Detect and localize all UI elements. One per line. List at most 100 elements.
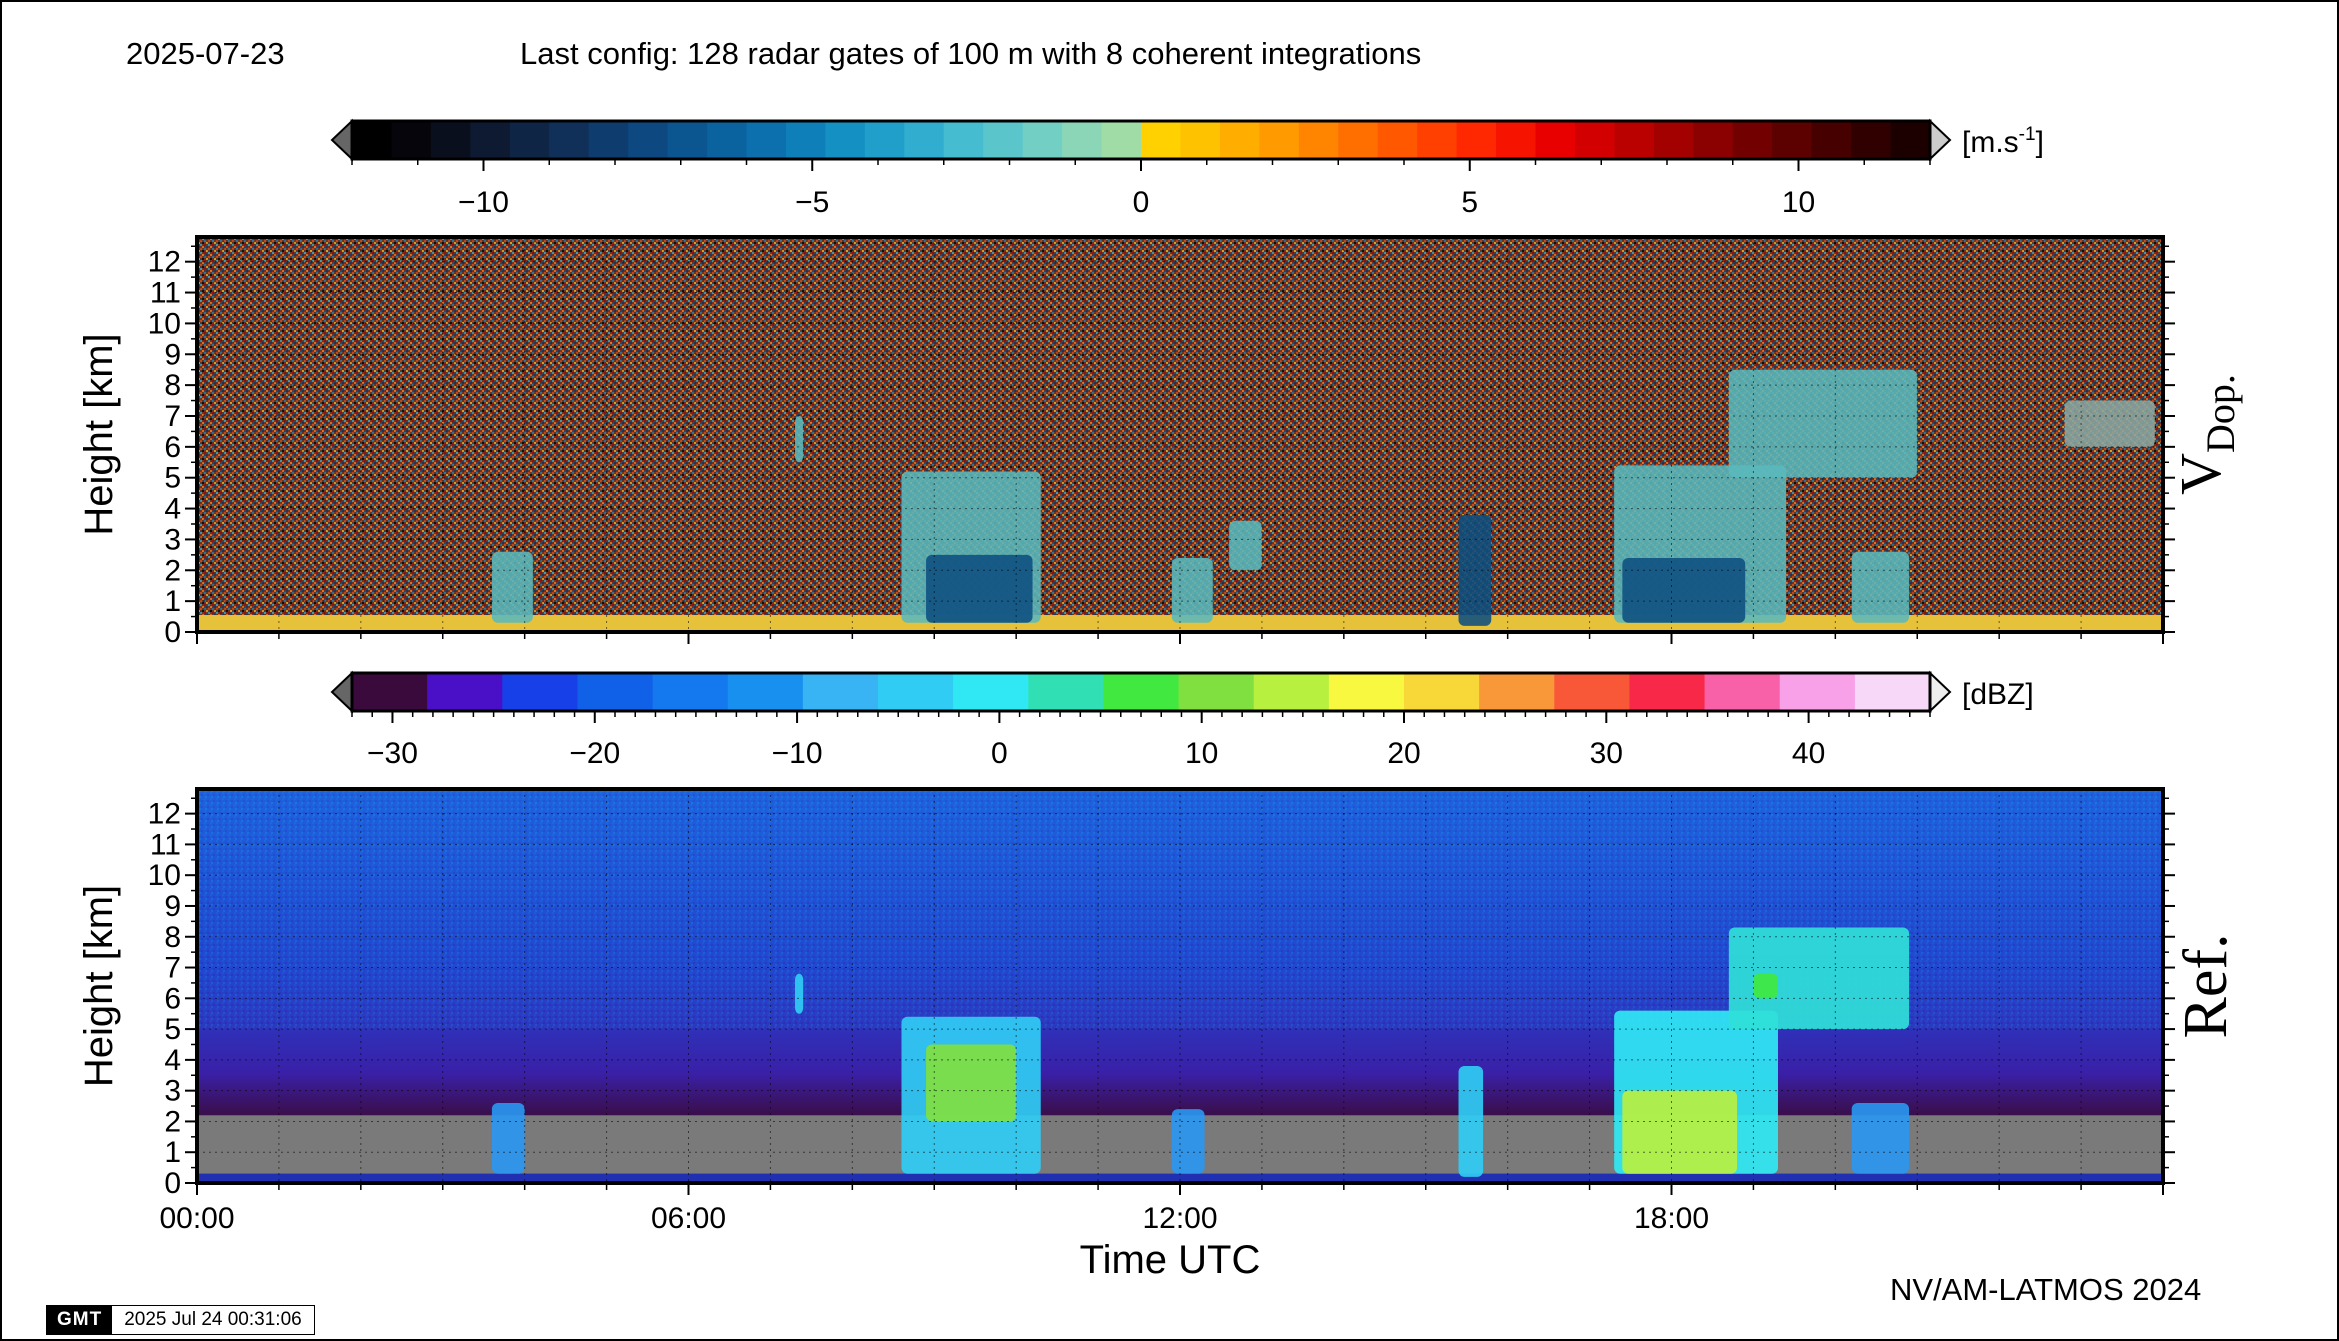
colorbar-swatch: [427, 673, 503, 711]
colorbar-swatch: [1693, 121, 1734, 159]
y-tick-label: 4: [164, 493, 181, 526]
echo-region: [2064, 400, 2155, 447]
echo-region: [491, 1102, 525, 1174]
colorbar-swatch: [707, 121, 748, 159]
colorbar-tick-label: 10: [1782, 186, 1815, 219]
colorbar-swatch: [470, 121, 511, 159]
y-tick-label: 0: [164, 616, 181, 649]
colorbar-swatch: [1811, 121, 1852, 159]
colorbar-tick-label: −5: [795, 186, 829, 219]
colorbar-swatch: [1456, 121, 1497, 159]
y-tick-label: 3: [164, 523, 181, 556]
y-tick-label: 7: [164, 952, 181, 985]
y-tick-label: 5: [164, 462, 181, 495]
colorbar-swatch: [1890, 121, 1931, 159]
gmt-logo: GMT: [47, 1306, 113, 1334]
colorbar-swatch: [430, 121, 471, 159]
y-tick-label: 3: [164, 1075, 181, 1108]
y-tick-label: 9: [164, 338, 181, 371]
colorbar-tick-label: 40: [1792, 737, 1825, 770]
colorbar-tick-label: −10: [458, 186, 509, 219]
echo-region: [1458, 514, 1492, 626]
colorbar-swatch: [1219, 121, 1260, 159]
colorbar-tick-label: −10: [772, 737, 823, 770]
colorbar-swatch: [1629, 673, 1706, 711]
doppler-colorbar: −10 −5 0 5 10 [m.s-1]: [330, 118, 2044, 219]
colorbar-swatch: [1028, 673, 1105, 711]
colorbar-swatch: [1479, 673, 1555, 711]
colorbar-swatch: [628, 121, 669, 159]
colorbar-swatch: [878, 673, 954, 711]
colorbar-swatch: [1101, 121, 1142, 159]
colorbar-swatch: [727, 673, 804, 711]
echo-region: [1753, 973, 1778, 999]
y-tick-label: 11: [150, 277, 181, 310]
colorbar-swatch: [1574, 121, 1615, 159]
colorbar-swatch: [652, 673, 729, 711]
colorbar-under-triangle: [330, 118, 353, 162]
ground-layer: [197, 1173, 2163, 1183]
echo-region: [1728, 369, 1918, 478]
colorbar-swatch: [577, 673, 654, 711]
panel-label: Ref.: [2172, 933, 2240, 1038]
echo-region: [1851, 1102, 1910, 1174]
y-tick-label: 12: [148, 246, 181, 279]
colorbar-swatch: [1298, 121, 1339, 159]
colorbar-swatch: [1022, 121, 1063, 159]
colorbar-swatch: [1417, 121, 1458, 159]
echo-region: [1229, 520, 1262, 571]
echo-region: [926, 554, 1033, 623]
colorbar-swatch: [391, 121, 432, 159]
colorbar-swatch: [825, 121, 866, 159]
colorbar-unit-bracket: ]: [2036, 126, 2044, 159]
echo-region: [1171, 1109, 1205, 1174]
colorbar-swatch: [588, 121, 629, 159]
colorbar-swatch: [1377, 121, 1418, 159]
echo-region: [1171, 557, 1213, 623]
y-tick-label: 8: [164, 369, 181, 402]
panel-label: VDop.: [2168, 374, 2243, 495]
colorbar-swatch: [667, 121, 708, 159]
y-tick-label: 8: [164, 921, 181, 954]
colorbar-unit-exponent: -1: [2019, 124, 2036, 145]
colorbar-tick-label: 20: [1387, 737, 1420, 770]
y-tick-label: 5: [164, 1013, 181, 1046]
colorbar-tick-label: 30: [1590, 737, 1623, 770]
colorbar-swatch: [1535, 121, 1576, 159]
echo-region: [1622, 557, 1746, 623]
colorbar-swatch: [1180, 121, 1221, 159]
x-tick-label: 18:00: [1634, 1202, 1709, 1235]
gmt-timestamp: GMT 2025 Jul 24 00:31:06: [46, 1305, 315, 1335]
colorbar-tick-label: −20: [569, 737, 620, 770]
colorbar-unit-label: [m.s-1]: [1962, 124, 2044, 159]
y-axis-title: Height [km]: [77, 885, 121, 1087]
colorbar-swatch: [983, 121, 1024, 159]
colorbar-swatch: [1404, 673, 1480, 711]
x-tick-label: 00:00: [159, 1202, 234, 1235]
y-tick-label: 4: [164, 1044, 181, 1077]
colorbar-tick-label: 0: [1133, 186, 1150, 219]
colorbar-swatch: [785, 121, 826, 159]
colorbar-swatch: [802, 673, 879, 711]
colorbar-swatch: [1854, 673, 1931, 711]
colorbar-swatch: [1178, 673, 1255, 711]
colorbar-tick-label: 0: [991, 737, 1008, 770]
colorbar-swatch: [1338, 121, 1379, 159]
y-tick-label: 2: [164, 1105, 181, 1138]
colorbar-tick-label: 5: [1461, 186, 1478, 219]
colorbar-unit-label: [dBZ]: [1962, 678, 2034, 711]
y-tick-label: 6: [164, 431, 181, 464]
echo-region: [1728, 927, 1910, 1030]
echo-region: [794, 415, 804, 463]
colorbar-swatch: [1141, 121, 1182, 159]
colorbar-swatch: [1062, 121, 1103, 159]
colorbar-under-triangle: [330, 670, 353, 714]
colorbar-swatch: [1554, 673, 1631, 711]
y-tick-label: 6: [164, 982, 181, 1015]
colorbar-swatch: [1496, 121, 1537, 159]
colorbar-tick-label: 10: [1185, 737, 1218, 770]
